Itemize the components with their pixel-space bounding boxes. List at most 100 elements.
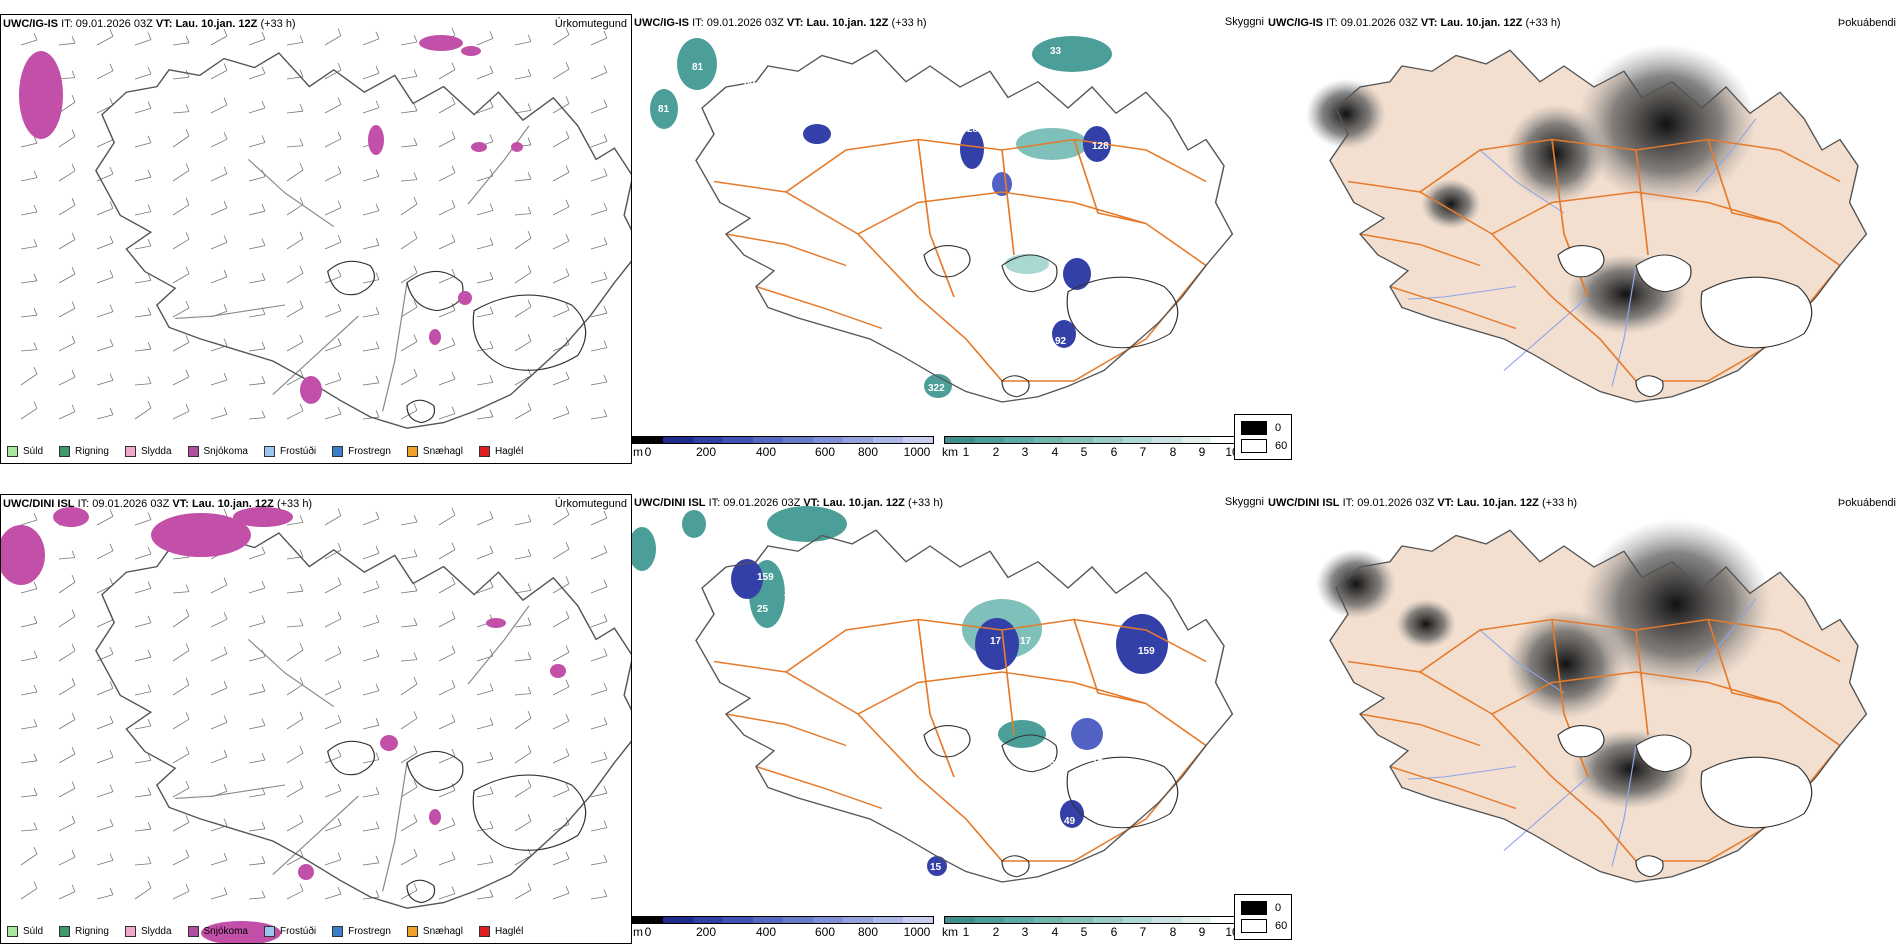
legend-swatch [187, 926, 199, 937]
legend-item: Frostúði [263, 926, 317, 937]
wind-barb [590, 168, 608, 182]
legend-item: Snjókoma [187, 446, 248, 457]
legend-item: Súld [7, 446, 43, 457]
visibility-patches [632, 506, 1046, 748]
legend-swatch [478, 446, 490, 457]
lead-time: (+33 h) [1525, 17, 1561, 29]
legend-item: Haglél [478, 926, 523, 937]
glacier-outlines [923, 245, 1179, 398]
wind-barb [590, 751, 608, 764]
it-label: IT: [1326, 17, 1338, 29]
station-value: 60 [744, 78, 756, 89]
wind-barb [286, 403, 304, 420]
wind-barb [552, 130, 570, 148]
road [1359, 233, 1481, 267]
blue-patch [1060, 800, 1084, 828]
wind-barb [362, 31, 380, 46]
wind-barb [96, 201, 114, 216]
ceiling-unit: m [633, 925, 643, 939]
wind-barb [514, 652, 532, 662]
wind-barb [438, 680, 456, 696]
wind-barb [96, 887, 114, 900]
wind-barb [514, 686, 532, 696]
legend-item: Frostregn [332, 446, 391, 457]
visibility-ticks: km 1 2 3 4 5 6 7 8 9 10 [942, 925, 1242, 939]
wind-barb [552, 748, 570, 764]
wind-barb [96, 750, 114, 764]
wind-barb [438, 611, 456, 628]
ceiling-patches [803, 124, 1111, 348]
wind-barb [248, 546, 266, 560]
wind-barb [552, 542, 570, 560]
model-name: UWC/DINI ISL [634, 497, 706, 509]
teal-patch [1005, 254, 1049, 274]
wind-barb [96, 63, 114, 80]
glacier-outline [1001, 375, 1030, 398]
ceiling-colorbar-ramp [632, 916, 934, 924]
glacier-outline [1557, 725, 1605, 758]
glacier-outlines [1557, 725, 1813, 878]
wind-barb [476, 65, 494, 80]
station-value: 58 [1055, 218, 1067, 229]
ceiling-tick: 600 [814, 445, 836, 459]
wind-barb [362, 786, 380, 798]
wind-barb [134, 101, 152, 114]
vt-label: VT: [786, 17, 804, 29]
wind-barb [96, 543, 114, 560]
fog-legend-min-swatch [1241, 919, 1267, 933]
wind-barb [210, 132, 228, 148]
wind-barb [324, 166, 342, 182]
wind-barb [20, 401, 38, 420]
legend-swatch [7, 926, 18, 937]
wind-barb [58, 70, 76, 80]
snow-patch [511, 142, 523, 152]
river [175, 304, 286, 319]
snow-patch [461, 46, 481, 56]
blue-patch [1063, 258, 1091, 290]
wind-barb [20, 273, 38, 284]
legend-item: Snæhagl [406, 926, 463, 937]
wind-barb [324, 577, 342, 594]
wind-barb [172, 643, 190, 662]
glacier-outline [1700, 276, 1813, 349]
wind-barb [286, 780, 304, 798]
it-label: IT: [692, 17, 704, 29]
wind-barb [514, 402, 532, 420]
visibility-panel-row2: UWC/DINI ISL IT: 09.01.2026 03Z VT: Lau.… [632, 494, 1264, 944]
wind-barb [20, 719, 38, 730]
blue-patch [803, 124, 831, 144]
road [1347, 660, 1841, 862]
it-label: IT: [77, 498, 90, 510]
wind-barb [552, 782, 570, 798]
wind-barb [210, 852, 228, 866]
wind-barb [210, 63, 228, 80]
wind-barb [362, 375, 380, 386]
wind-barb [210, 200, 228, 216]
wind-barb [286, 677, 304, 696]
wind-barb [324, 611, 342, 628]
station-value: 10 [757, 136, 769, 147]
station-labels: 159 240 25 96 17 17 159 17 10 58 15 49 1… [680, 572, 1160, 873]
river [1611, 265, 1637, 387]
wind-barb [476, 889, 494, 900]
glacier-outline [472, 294, 587, 371]
wind-barb [400, 676, 418, 696]
wind-barb [324, 680, 342, 696]
wind-barb [324, 818, 342, 832]
wind-barb [96, 270, 114, 284]
station-value: 128 [1092, 141, 1109, 152]
wind-barb [134, 718, 152, 730]
station-value: 240 [784, 588, 801, 599]
panel-title: UWC/DINI ISL IT: 09.01.2026 03Z VT: Lau.… [634, 497, 943, 509]
wind-barb [58, 850, 76, 866]
ceiling-tick: 800 [857, 925, 879, 939]
wind-barb [248, 272, 266, 284]
wind-barb [134, 822, 152, 832]
ceiling-colorbar: m 0 200 400 600 800 1000 [632, 916, 934, 939]
wind-barb [362, 752, 380, 764]
wind-barb [590, 30, 608, 46]
wind-barb [172, 884, 190, 900]
legend-label: Frostúði [279, 926, 317, 937]
wind-barb [96, 407, 114, 420]
snow-patch [419, 35, 463, 51]
